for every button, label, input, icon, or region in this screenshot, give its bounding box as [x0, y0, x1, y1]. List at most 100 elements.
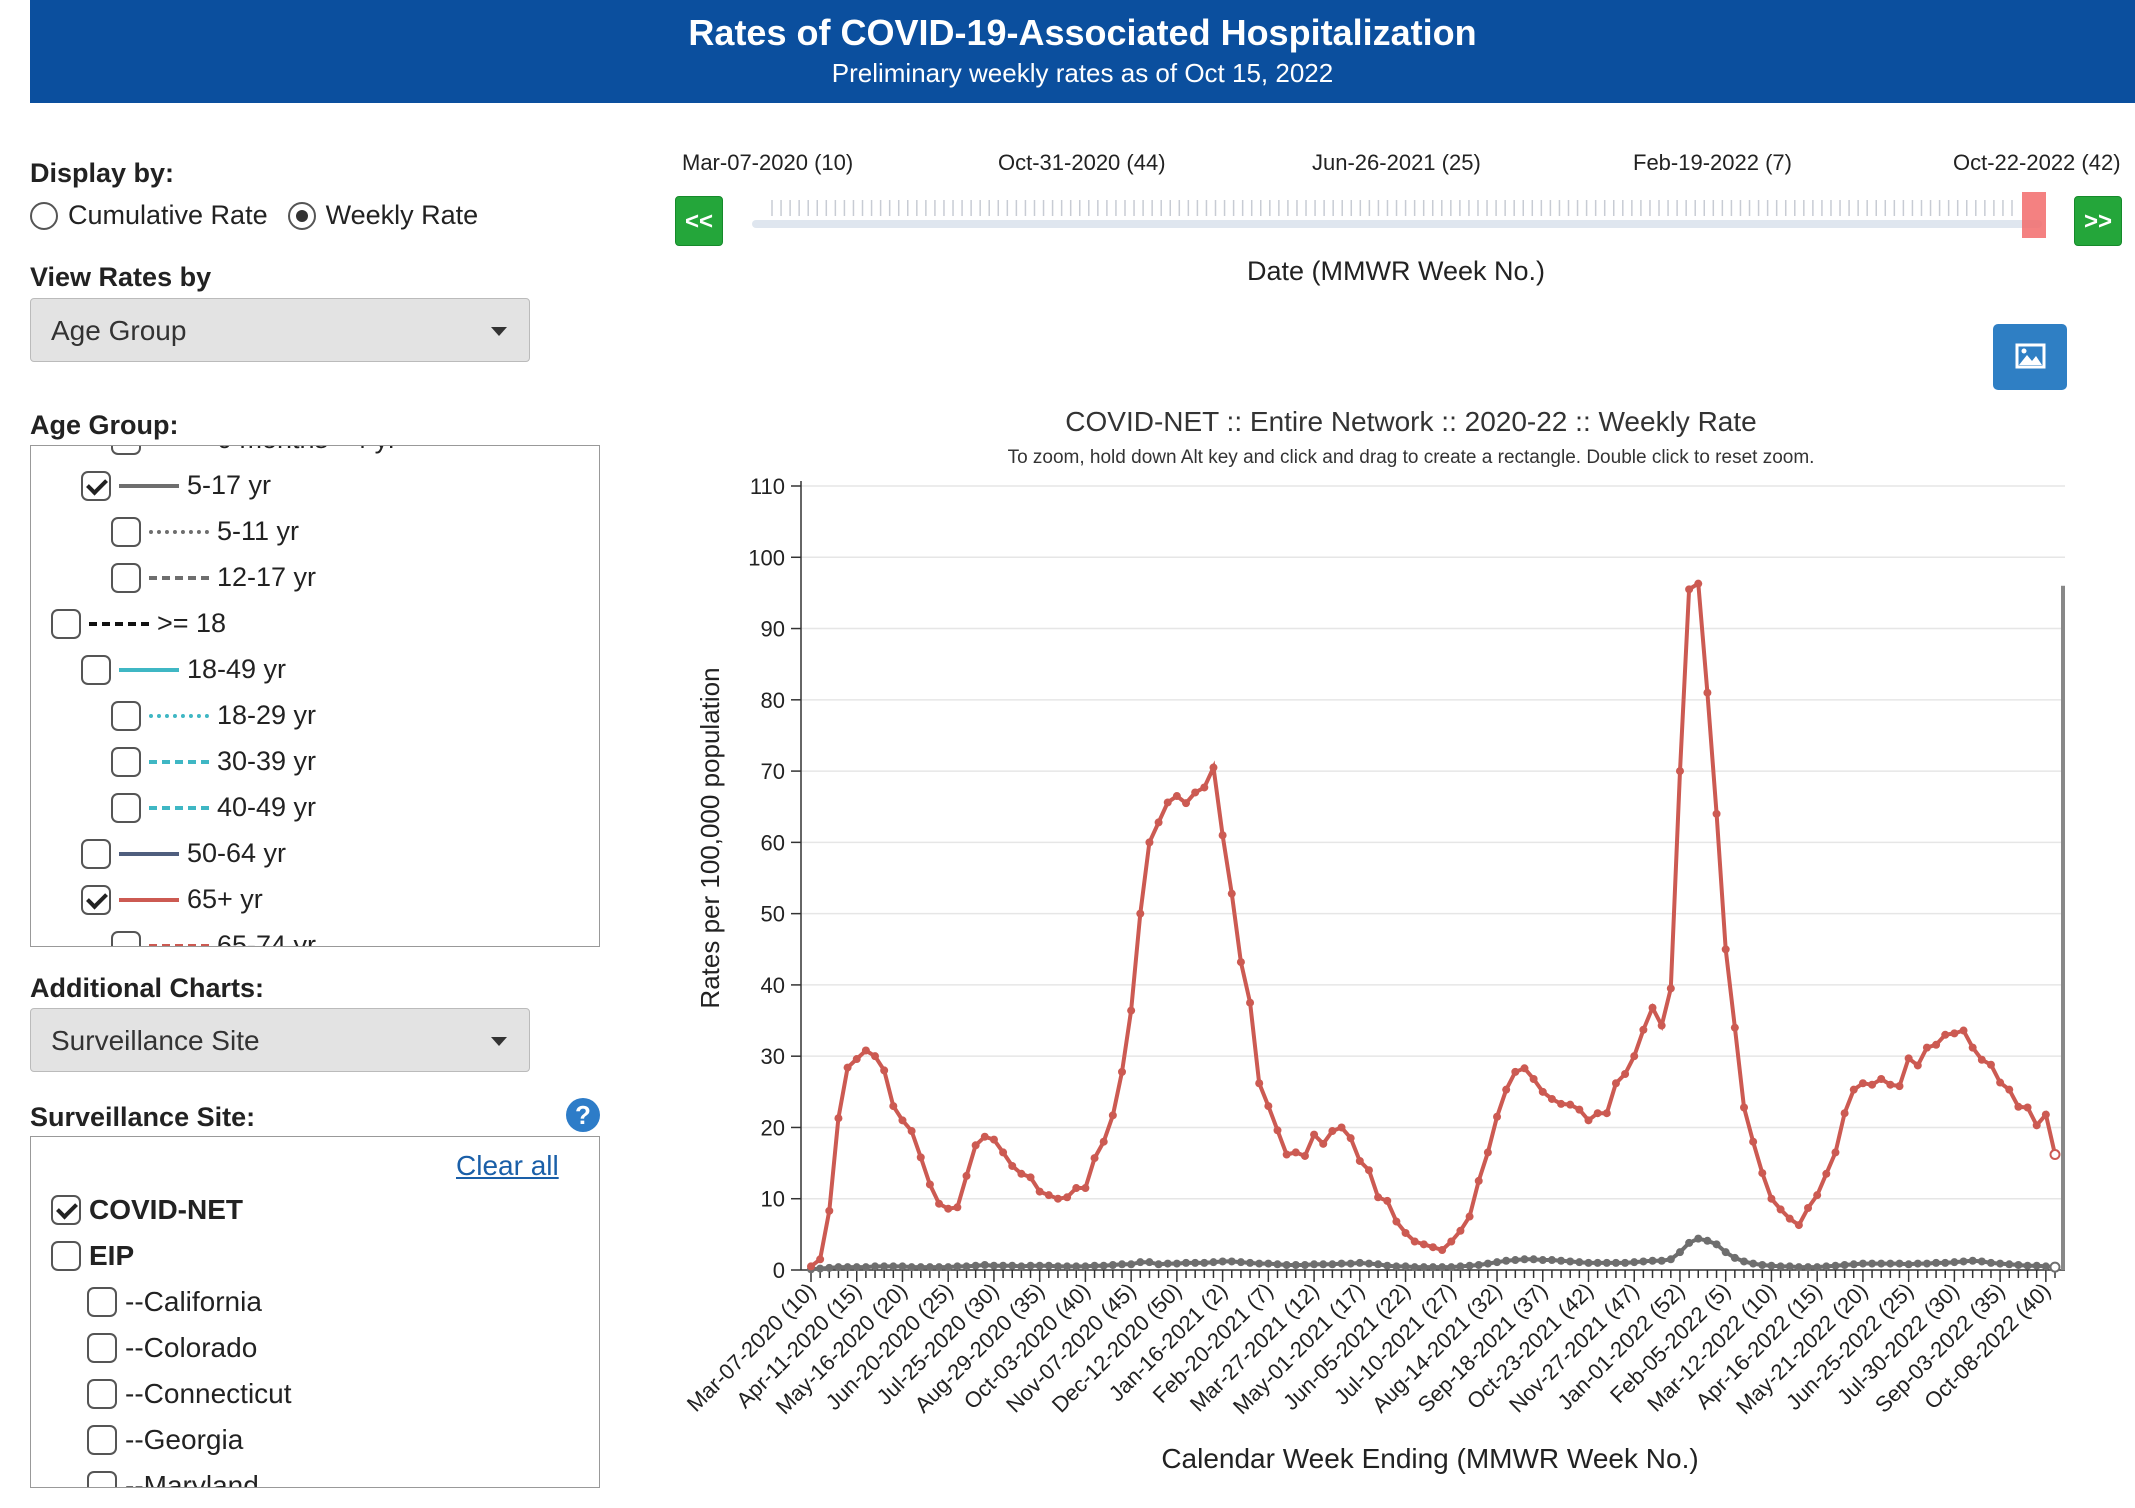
data-point[interactable] — [1493, 1112, 1502, 1121]
data-point[interactable] — [1383, 1196, 1392, 1205]
data-point[interactable] — [1200, 783, 1209, 792]
data-point[interactable] — [1163, 1259, 1172, 1268]
data-point[interactable] — [1611, 1079, 1620, 1088]
age-group-checkbox[interactable] — [81, 654, 111, 685]
data-point[interactable] — [2041, 1110, 2050, 1119]
data-point[interactable] — [852, 1263, 861, 1272]
view-rates-select[interactable]: Age Group — [30, 298, 530, 362]
surveillance-site-checkbox[interactable] — [51, 1241, 81, 1271]
data-point[interactable] — [1081, 1262, 1090, 1271]
data-point[interactable] — [1337, 1123, 1346, 1132]
surveillance-site-checkbox[interactable] — [87, 1471, 117, 1487]
data-point[interactable] — [2032, 1121, 2041, 1130]
data-point[interactable] — [898, 1262, 907, 1271]
data-point[interactable] — [1977, 1257, 1986, 1266]
save-image-button[interactable] — [1993, 324, 2067, 390]
data-point[interactable] — [1877, 1259, 1886, 1268]
data-point[interactable] — [1246, 998, 1255, 1007]
data-point[interactable] — [953, 1203, 962, 1212]
data-point[interactable] — [1584, 1258, 1593, 1267]
age-group-list[interactable]: 0 months - 4 yr 5-17 yr 5-11 yr 12-17 yr >= … — [30, 445, 600, 947]
data-point[interactable] — [1374, 1193, 1383, 1202]
data-point[interactable] — [1886, 1080, 1895, 1089]
data-point[interactable] — [1364, 1259, 1373, 1268]
data-point[interactable] — [1200, 1258, 1209, 1267]
data-point[interactable] — [1666, 984, 1675, 993]
data-point[interactable] — [1072, 1262, 1081, 1271]
age-group-item[interactable]: >= 18 — [51, 608, 226, 639]
data-point[interactable] — [1904, 1054, 1913, 1063]
timeline-slider[interactable] — [740, 190, 2060, 250]
data-point[interactable] — [925, 1263, 934, 1272]
data-point[interactable] — [1602, 1258, 1611, 1267]
data-point[interactable] — [1108, 1261, 1117, 1270]
age-group-item[interactable]: 18-49 yr — [81, 654, 286, 685]
data-point[interactable] — [871, 1262, 880, 1271]
data-point[interactable] — [1740, 1257, 1748, 1266]
data-point[interactable] — [1026, 1173, 1035, 1182]
data-point[interactable] — [1932, 1258, 1941, 1267]
data-point[interactable] — [1419, 1263, 1428, 1272]
data-point[interactable] — [1273, 1260, 1282, 1269]
data-point[interactable] — [1319, 1139, 1328, 1148]
data-point[interactable] — [1849, 1260, 1858, 1269]
timeline-handle[interactable] — [2022, 192, 2046, 238]
additional-charts-select[interactable]: Surveillance Site — [30, 1008, 530, 1072]
data-point[interactable] — [1063, 1193, 1072, 1202]
surveillance-site-checkbox[interactable] — [87, 1425, 117, 1455]
data-point[interactable] — [1996, 1259, 2005, 1268]
data-point[interactable] — [2005, 1085, 2014, 1094]
data-point[interactable] — [1749, 1259, 1758, 1268]
data-point[interactable] — [1813, 1191, 1822, 1200]
data-point[interactable] — [925, 1180, 934, 1189]
data-point[interactable] — [1529, 1255, 1538, 1264]
data-point[interactable] — [1776, 1262, 1785, 1271]
data-point[interactable] — [1822, 1169, 1831, 1178]
data-point[interactable] — [1017, 1262, 1026, 1271]
data-point[interactable] — [1685, 1238, 1694, 1247]
data-point[interactable] — [953, 1262, 962, 1271]
surveillance-site-item[interactable]: --Colorado — [87, 1332, 257, 1364]
age-group-checkbox[interactable] — [111, 700, 141, 731]
age-group-checkbox[interactable] — [111, 562, 141, 593]
cumulative-rate-radio[interactable] — [30, 201, 58, 230]
data-point[interactable] — [889, 1262, 898, 1271]
data-point[interactable] — [834, 1263, 843, 1272]
data-point[interactable] — [1236, 1258, 1245, 1267]
timeline-prev-button[interactable]: << — [675, 196, 723, 246]
data-point[interactable] — [1639, 1025, 1648, 1034]
data-point[interactable] — [1511, 1256, 1520, 1265]
data-point[interactable] — [971, 1261, 980, 1270]
data-point[interactable] — [1611, 1258, 1620, 1267]
data-point[interactable] — [1922, 1043, 1931, 1052]
data-point[interactable] — [907, 1263, 916, 1272]
surveillance-site-checkbox[interactable] — [87, 1287, 117, 1317]
data-point[interactable] — [880, 1262, 889, 1271]
data-point[interactable] — [1392, 1262, 1401, 1271]
data-point[interactable] — [1868, 1259, 1877, 1268]
data-point[interactable] — [1273, 1126, 1282, 1135]
data-point[interactable] — [1529, 1074, 1538, 1083]
data-point[interactable] — [1831, 1148, 1840, 1157]
data-point[interactable] — [1410, 1237, 1419, 1246]
data-point[interactable] — [1044, 1191, 1053, 1200]
age-group-item[interactable]: 30-39 yr — [111, 746, 316, 777]
data-point[interactable] — [1666, 1255, 1675, 1264]
age-group-checkbox[interactable] — [111, 792, 141, 823]
data-point[interactable] — [999, 1148, 1008, 1157]
surveillance-site-item[interactable]: --Maryland — [87, 1470, 259, 1487]
data-point[interactable] — [1758, 1261, 1767, 1270]
data-point[interactable] — [971, 1141, 980, 1150]
data-point[interactable] — [1767, 1194, 1776, 1203]
data-point[interactable] — [843, 1263, 852, 1272]
data-point[interactable] — [944, 1263, 953, 1272]
data-point[interactable] — [1758, 1169, 1767, 1178]
age-group-item[interactable]: 5-11 yr — [111, 516, 299, 547]
data-point[interactable] — [989, 1135, 998, 1144]
data-point[interactable] — [1310, 1130, 1319, 1139]
data-point[interactable] — [1831, 1261, 1840, 1270]
data-point[interactable] — [1163, 798, 1172, 807]
data-point[interactable] — [1209, 763, 1218, 772]
data-point[interactable] — [1621, 1070, 1630, 1078]
weekly-rate-radio[interactable] — [287, 201, 316, 230]
